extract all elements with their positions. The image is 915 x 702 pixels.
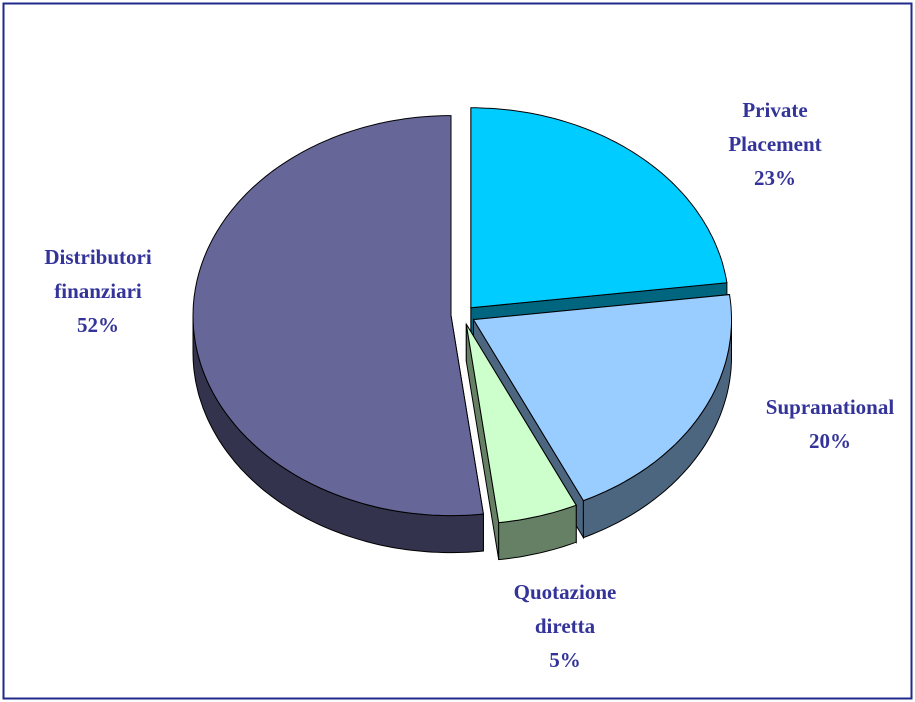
data-label: Quotazione diretta 5% bbox=[485, 575, 645, 677]
category-label: Private Placement bbox=[728, 98, 822, 156]
data-label: Supranational 20% bbox=[740, 390, 915, 458]
value-label: 52% bbox=[77, 313, 119, 337]
value-label: 20% bbox=[809, 429, 851, 453]
value-label: 5% bbox=[549, 648, 581, 672]
category-label: Supranational bbox=[765, 395, 895, 419]
slice bbox=[192, 115, 484, 517]
value-label: 23% bbox=[754, 166, 796, 190]
slice bbox=[470, 107, 728, 309]
slice bbox=[465, 323, 577, 524]
category-label: Distributori finanziari bbox=[44, 245, 152, 303]
category-label: Quotazione diretta bbox=[513, 580, 617, 638]
slice bbox=[472, 294, 732, 502]
data-label: Distributori finanziari 52% bbox=[13, 240, 183, 342]
data-label: Private Placement 23% bbox=[700, 93, 850, 195]
